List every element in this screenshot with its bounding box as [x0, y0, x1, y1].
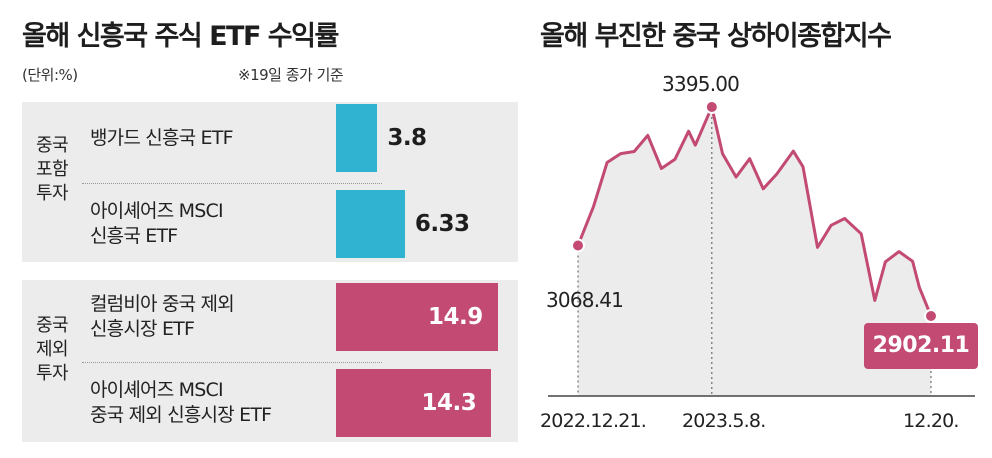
peak-value-label: 3395.00	[662, 72, 740, 96]
basis-note: ※19일 종가 기준	[238, 66, 344, 84]
highlight-point	[924, 309, 938, 323]
end-value-badge: 2902.11	[864, 323, 978, 369]
right-chart-title: 올해 부진한 중국 상하이종합지수	[540, 21, 892, 52]
area-fill	[578, 107, 931, 396]
unit-note: (단위:%)	[22, 66, 78, 84]
bar-category-label: 컬럼비아 중국 제외 신흥시장 ETF	[90, 293, 235, 340]
bar-category-label: 뱅가드 신흥국 ETF	[90, 126, 234, 149]
start-value-label: 3068.41	[546, 288, 624, 312]
bar-category-label: 아이셰어즈 MSCI 중국 제외 신흥시장 ETF	[90, 379, 272, 426]
bar	[336, 283, 498, 351]
left-chart-title: 올해 신흥국 주식 ETF 수익률	[22, 21, 339, 52]
date-label-end: 12.20.	[903, 410, 959, 432]
row-divider	[82, 362, 382, 363]
row-divider	[82, 183, 382, 184]
highlight-point	[704, 100, 719, 114]
bar-category-label: 아이셰어즈 MSCI 신흥국 ETF	[90, 200, 224, 247]
bar-value-label: 3.8	[387, 125, 427, 151]
group-label-china-excluded: 중국 제외 투자	[35, 315, 69, 384]
date-label-peak: 2023.5.8.	[682, 410, 766, 432]
bar	[336, 369, 492, 437]
highlight-point	[571, 238, 585, 253]
bar-value-label: 14.9	[428, 304, 483, 330]
bar-value-label: 14.3	[421, 390, 477, 416]
date-label-start: 2022.12.21.	[540, 410, 647, 432]
group-box-china-included	[22, 102, 518, 262]
bar	[336, 190, 405, 258]
bar	[336, 104, 378, 172]
group-label-china-included: 중국 포함 투자	[35, 135, 69, 204]
bar-value-label: 6.33	[414, 211, 470, 237]
series-line	[576, 105, 933, 317]
